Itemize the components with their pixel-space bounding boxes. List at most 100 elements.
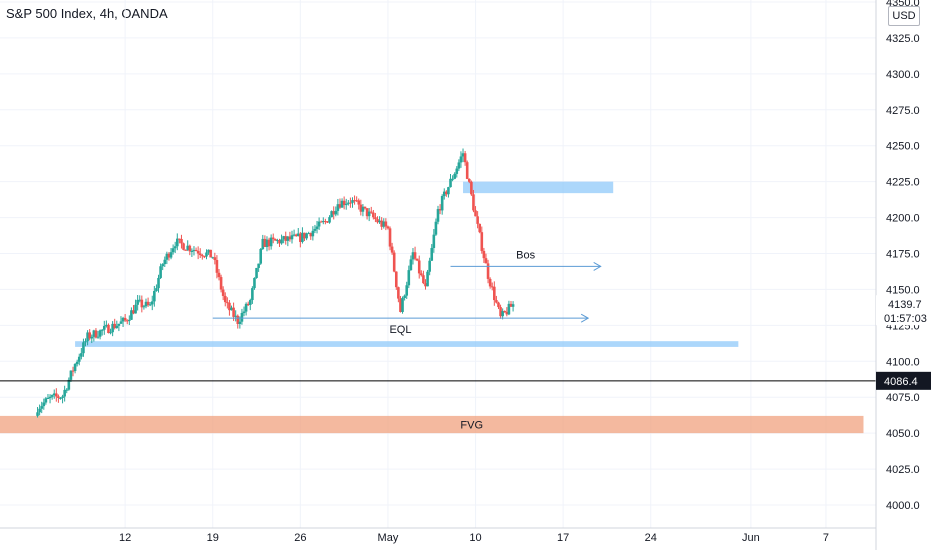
time-tick-label: 17 bbox=[557, 532, 569, 544]
candle-body bbox=[453, 173, 456, 179]
candle-body bbox=[194, 249, 198, 252]
candle-body bbox=[109, 332, 112, 334]
candle-body bbox=[340, 200, 344, 208]
candle-body bbox=[501, 310, 504, 317]
candle-body bbox=[321, 221, 325, 223]
candle-body bbox=[344, 203, 348, 206]
candle-body bbox=[175, 238, 179, 247]
time-tick-label: May bbox=[378, 532, 399, 544]
candle-body bbox=[142, 306, 146, 308]
annotation-arrowhead bbox=[580, 313, 590, 323]
candle-body bbox=[486, 263, 490, 279]
candle-body bbox=[132, 310, 135, 314]
candle-body bbox=[128, 319, 131, 321]
price-tick-label: 4150.0 bbox=[886, 284, 920, 296]
candle-body bbox=[294, 234, 298, 237]
price-tick-label: 4250.0 bbox=[886, 141, 920, 153]
candle-body bbox=[472, 194, 475, 211]
candle-body bbox=[169, 252, 173, 258]
candle-body bbox=[188, 245, 192, 252]
candle-body bbox=[334, 210, 338, 215]
candle-body bbox=[503, 310, 507, 312]
price-tick-label: 4075.0 bbox=[886, 392, 920, 404]
candle-body bbox=[226, 302, 229, 304]
candle-body bbox=[192, 249, 196, 251]
candle-body bbox=[495, 300, 498, 303]
candle-body bbox=[276, 240, 279, 242]
candle-body bbox=[205, 252, 208, 257]
candle-body bbox=[155, 288, 158, 291]
candle-body bbox=[61, 396, 64, 398]
candle-body bbox=[94, 330, 98, 338]
candle-body bbox=[180, 238, 183, 244]
candle-body bbox=[380, 220, 383, 227]
candle-body bbox=[271, 237, 275, 240]
candle-body bbox=[434, 221, 438, 235]
candle-body bbox=[263, 238, 267, 247]
chart-grid bbox=[0, 0, 876, 528]
price-axis[interactable]: 4000.04025.04050.04075.04100.04125.04150… bbox=[875, 0, 931, 550]
candle-body bbox=[113, 323, 117, 329]
candle-body bbox=[493, 286, 496, 301]
candle-body bbox=[211, 257, 215, 259]
candle-body bbox=[438, 209, 442, 211]
candle-body bbox=[282, 236, 285, 240]
candle-body bbox=[382, 221, 386, 227]
candle-body bbox=[363, 206, 367, 209]
price-tick-label: 4100.0 bbox=[886, 356, 920, 368]
candle-body bbox=[432, 234, 436, 248]
candle-body bbox=[428, 260, 431, 272]
candle-body bbox=[307, 233, 310, 235]
price-tick-label: 4350.0 bbox=[886, 0, 920, 9]
candle-body bbox=[497, 302, 500, 308]
price-tick-label: 4025.0 bbox=[886, 464, 920, 476]
candle-body bbox=[451, 178, 454, 180]
chart-zones: FVG bbox=[0, 181, 864, 434]
candle-body bbox=[422, 275, 425, 284]
candle-body bbox=[55, 393, 58, 397]
price-tick-label: 4325.0 bbox=[886, 33, 920, 45]
candle-body bbox=[376, 219, 379, 223]
candle-body bbox=[299, 233, 302, 242]
candle-body bbox=[436, 209, 440, 222]
candle-body bbox=[215, 260, 219, 273]
candle-body bbox=[484, 258, 488, 264]
candle-body bbox=[217, 272, 221, 278]
candle-body bbox=[248, 300, 252, 305]
candle-body bbox=[84, 341, 87, 343]
eql-label: EQL bbox=[389, 324, 411, 336]
candle-body bbox=[286, 236, 290, 241]
candle-body bbox=[50, 395, 54, 397]
candle-body bbox=[361, 206, 365, 212]
time-axis[interactable]: 12 19 26 May 10 17 24 Jun 7 bbox=[0, 527, 876, 544]
candle-body bbox=[392, 252, 396, 272]
bos-label: Bos bbox=[516, 249, 535, 261]
candle-body bbox=[365, 208, 369, 217]
candle-body bbox=[457, 162, 461, 169]
candle-body bbox=[311, 230, 315, 237]
candle-body bbox=[347, 202, 350, 204]
candle-body bbox=[77, 356, 81, 362]
candle-body bbox=[357, 200, 361, 205]
candle-body bbox=[378, 220, 381, 223]
candle-body bbox=[105, 324, 108, 326]
currency-button[interactable]: USD bbox=[888, 6, 920, 26]
candle-body bbox=[274, 239, 277, 241]
candle-body bbox=[178, 238, 181, 240]
candle-body bbox=[465, 162, 469, 179]
candle-body bbox=[301, 232, 304, 242]
candle-body bbox=[397, 287, 400, 299]
candle-body bbox=[336, 204, 340, 211]
candle-body bbox=[159, 266, 162, 278]
candle-body bbox=[153, 290, 156, 302]
candle-body bbox=[230, 307, 233, 311]
candle-body bbox=[80, 353, 83, 357]
candle-body bbox=[196, 251, 200, 254]
time-tick-label: 10 bbox=[469, 532, 481, 544]
candle-body bbox=[317, 221, 321, 227]
candle-body bbox=[130, 310, 133, 320]
candle-body bbox=[117, 323, 121, 326]
candle-body bbox=[476, 216, 479, 224]
time-tick-label: 26 bbox=[294, 532, 306, 544]
